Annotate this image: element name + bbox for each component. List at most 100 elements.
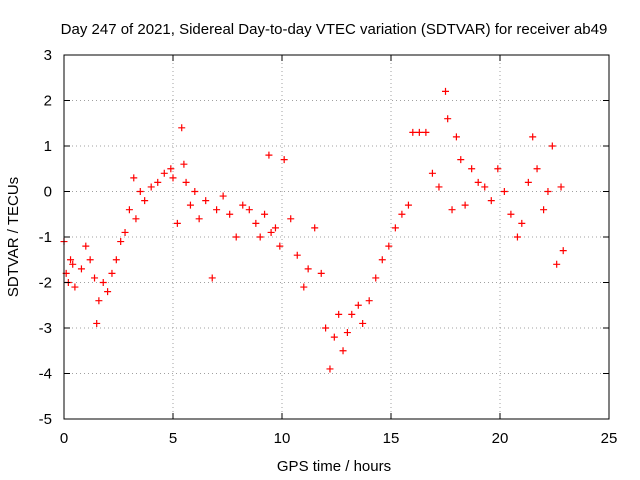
y-tick-label: -5 — [39, 411, 52, 428]
data-point — [372, 274, 380, 282]
y-tick-label: -3 — [39, 320, 52, 337]
data-point — [474, 178, 482, 186]
data-point — [136, 188, 144, 195]
data-point — [326, 365, 334, 373]
data-point — [365, 297, 373, 305]
data-point — [180, 160, 188, 168]
x-tick-label: 15 — [383, 430, 400, 447]
data-point — [117, 238, 125, 246]
data-point — [276, 242, 284, 250]
data-point — [524, 178, 532, 186]
data-point — [99, 279, 107, 286]
data-point — [67, 256, 75, 264]
data-point — [548, 142, 556, 150]
data-point — [195, 215, 203, 223]
data-point — [385, 242, 393, 250]
data-point — [86, 256, 94, 264]
data-point — [513, 233, 521, 241]
data-point — [494, 165, 502, 173]
data-point — [391, 224, 399, 232]
data-point — [311, 224, 319, 232]
data-point — [112, 256, 120, 264]
x-tick-label: 10 — [274, 430, 291, 447]
data-point — [330, 333, 338, 341]
data-point — [219, 192, 227, 200]
data-point — [202, 197, 210, 205]
data-point — [178, 124, 186, 132]
data-point — [71, 283, 79, 291]
y-tick-label: -1 — [39, 229, 52, 246]
x-tick-label: 0 — [60, 430, 68, 447]
x-axis-label: GPS time / hours — [277, 458, 391, 475]
data-point — [186, 201, 194, 209]
data-point — [160, 169, 168, 177]
data-point — [557, 183, 565, 191]
data-point — [147, 183, 155, 191]
data-point — [182, 178, 190, 186]
data-point — [125, 206, 133, 214]
data-point — [91, 274, 99, 282]
data-point — [378, 256, 386, 264]
data-point — [435, 183, 443, 191]
data-point — [256, 233, 264, 241]
data-point — [169, 174, 177, 182]
y-tick-label: -2 — [39, 275, 52, 292]
data-point — [553, 260, 561, 268]
x-tick-label: 20 — [492, 430, 509, 447]
data-point — [444, 115, 452, 123]
data-point — [95, 297, 103, 305]
grid-lines — [64, 55, 609, 419]
data-point — [500, 188, 508, 195]
data-point — [422, 128, 430, 136]
data-point — [132, 215, 140, 223]
data-point — [245, 206, 253, 214]
data-point — [77, 265, 85, 273]
y-tick-labels: -5 -4 -3 -2 -1 0 1 2 3 — [39, 47, 52, 428]
data-point — [121, 228, 129, 236]
data-point — [261, 210, 269, 218]
data-point — [300, 283, 308, 291]
data-point — [559, 247, 567, 255]
data-point — [280, 156, 288, 164]
data-point — [404, 201, 412, 209]
data-point — [232, 233, 240, 241]
data-point — [533, 165, 541, 173]
data-point — [507, 210, 515, 218]
data-point — [343, 329, 351, 337]
data-point — [481, 183, 489, 191]
data-point — [293, 251, 301, 259]
data-point — [335, 310, 343, 318]
y-tick-label: 3 — [44, 47, 52, 64]
y-tick-label: -4 — [39, 366, 52, 383]
data-point — [287, 215, 295, 223]
data-point — [104, 288, 112, 296]
data-point — [141, 197, 149, 205]
data-point — [428, 169, 436, 177]
data-point — [322, 324, 330, 332]
data-point — [415, 128, 423, 136]
data-point — [173, 219, 181, 227]
data-point — [82, 242, 90, 250]
data-point — [167, 165, 175, 173]
data-point — [69, 260, 77, 268]
data-point — [354, 301, 362, 309]
data-point — [359, 319, 367, 327]
data-point — [239, 201, 247, 209]
x-tick-label: 25 — [601, 430, 618, 447]
data-point — [208, 274, 216, 282]
data-point — [213, 206, 221, 214]
data-point — [468, 165, 476, 173]
data-point — [265, 151, 273, 159]
data-point — [540, 206, 548, 214]
data-point — [154, 178, 162, 186]
data-point — [487, 197, 495, 205]
data-point — [271, 224, 279, 232]
data-point — [409, 128, 417, 136]
data-point — [317, 269, 325, 277]
data-points — [60, 87, 567, 373]
data-point — [398, 210, 406, 218]
data-point — [529, 133, 537, 141]
data-point — [267, 228, 275, 236]
